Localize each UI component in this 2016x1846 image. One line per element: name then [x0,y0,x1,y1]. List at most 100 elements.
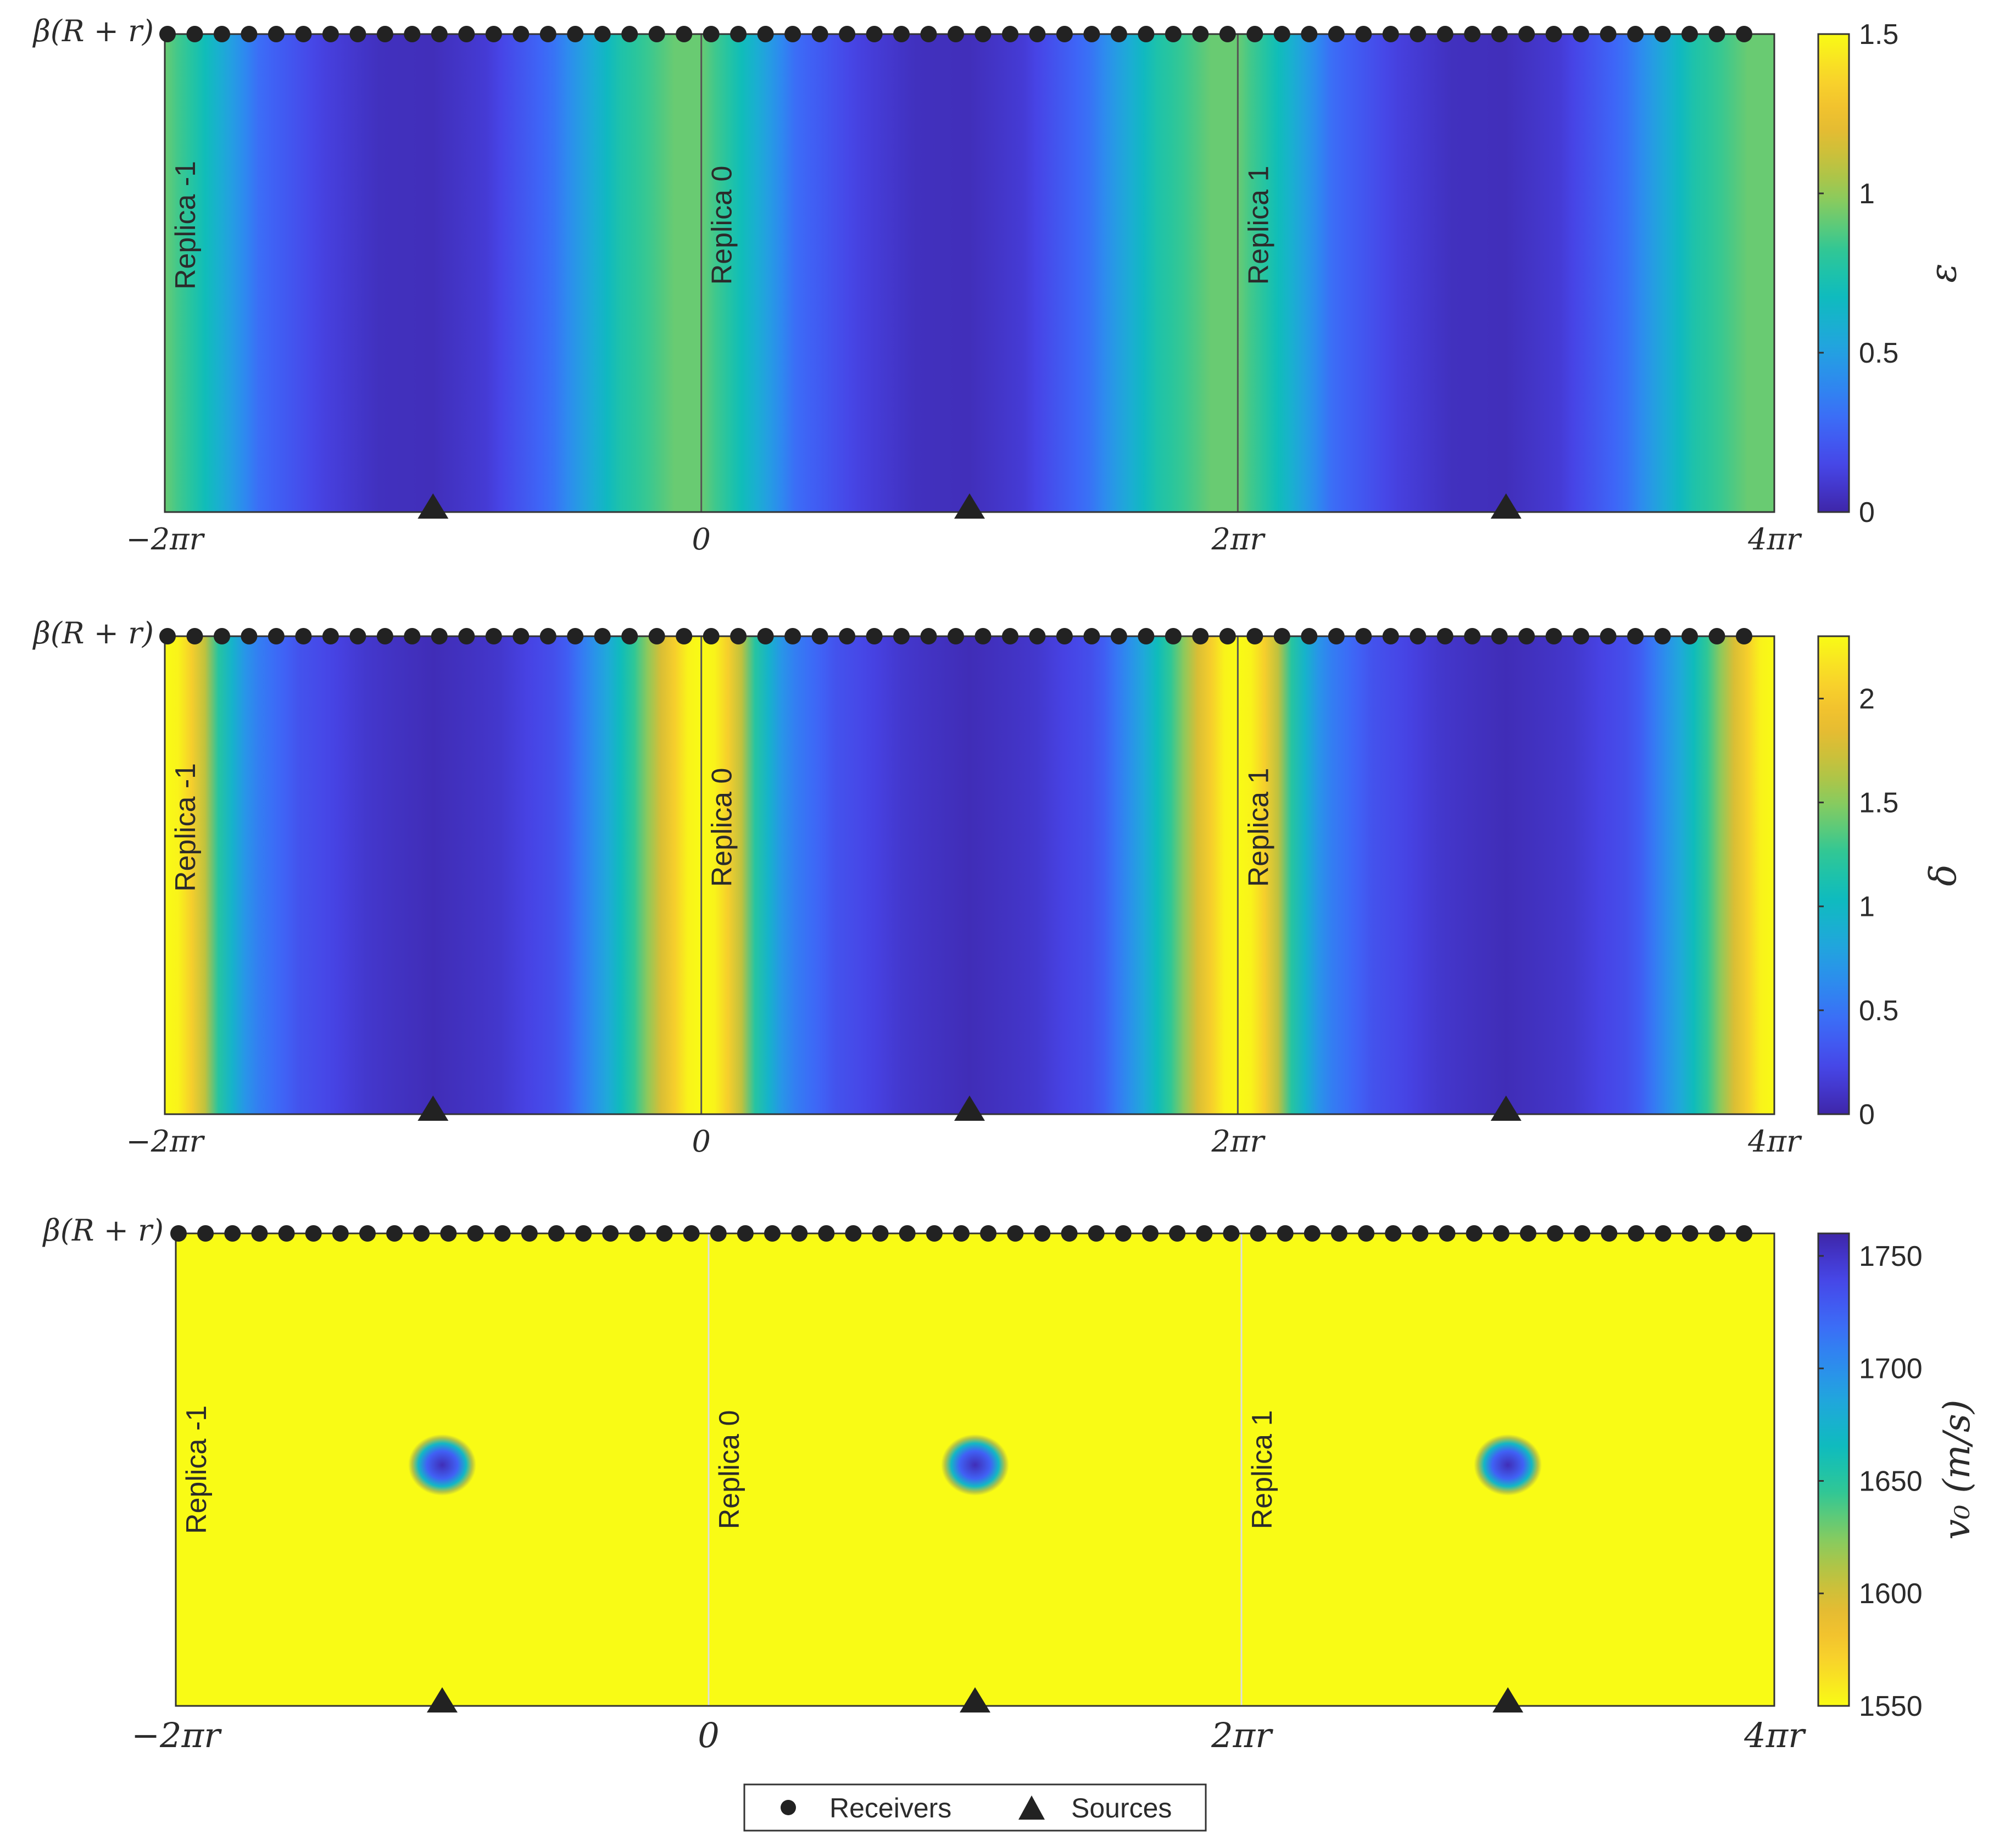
v0-replica-label: Replica 0 [714,1410,745,1530]
epsilon-receiver [1219,26,1236,42]
v0-receiver [197,1225,214,1242]
delta-source [417,1096,449,1121]
delta-receiver [621,628,638,644]
epsilon-colorbar-tick: 0.5 [1859,337,1898,369]
epsilon-receiver [648,26,665,42]
v0-receiver [656,1225,673,1242]
delta-receiver [1736,628,1752,644]
epsilon-receiver [811,26,828,42]
legend-sources-label: Sources [1071,1793,1172,1823]
delta-colorbar-tick: 2 [1859,683,1875,715]
delta-receiver [1355,628,1372,644]
v0-receiver [332,1225,349,1242]
epsilon-receiver [1627,26,1644,42]
v0-receiver [305,1225,322,1242]
v0-receiver [251,1225,268,1242]
epsilon-receiver [676,26,693,42]
v0-receiver [413,1225,430,1242]
v0-receiver [548,1225,565,1242]
v0-receiver [467,1225,484,1242]
legend-box [743,1783,1207,1832]
v0-colorbar [1817,1232,1850,1707]
v0-receiver [1142,1225,1159,1242]
v0-receiver [845,1225,862,1242]
v0-receiver [521,1225,538,1242]
v0-receiver [764,1225,781,1242]
v0-receiver [1466,1225,1483,1242]
v0-colorbar-tick: 1650 [1859,1465,1923,1497]
delta-receiver [513,628,530,644]
epsilon-receiver [1654,26,1671,42]
epsilon-receiver [349,26,366,42]
v0-receiver [980,1225,997,1242]
delta-receiver [784,628,801,644]
v0-receiver [1439,1225,1456,1242]
epsilon-receiver [1355,26,1372,42]
v0-replica-label: Replica -1 [181,1405,213,1534]
v0-receiver [494,1225,511,1242]
epsilon-receiver [1681,26,1698,42]
v0-receiver [1304,1225,1321,1242]
epsilon-receiver [1410,26,1427,42]
epsilon-receiver [920,26,937,42]
delta-field [165,636,1774,1114]
v0-receiver [1007,1225,1024,1242]
v0-receiver [575,1225,592,1242]
epsilon-receiver [1518,26,1535,42]
delta-receiver [1545,628,1562,644]
delta-receiver [431,628,448,644]
epsilon-receiver [621,26,638,42]
delta-x-tick: 0 [692,1124,710,1159]
v0-receiver [1574,1225,1591,1242]
epsilon-receiver [159,26,176,42]
v0-receiver [1655,1225,1672,1242]
epsilon-receiver [214,26,230,42]
delta-receiver [920,628,937,644]
delta-receiver [1382,628,1399,644]
epsilon-colorbar [1817,33,1850,513]
epsilon-receiver [1736,26,1752,42]
v0-receiver [1196,1225,1213,1242]
delta-receiver [1654,628,1671,644]
v0-receiver [1169,1225,1186,1242]
delta-receiver [1029,628,1046,644]
epsilon-source [954,493,985,519]
v0-receiver [1115,1225,1132,1242]
v0-receiver [1385,1225,1402,1242]
epsilon-receiver [1708,26,1725,42]
v0-receiver [386,1225,403,1242]
epsilon-receiver [1246,26,1263,42]
delta-receiver [866,628,883,644]
v0-receiver [629,1225,646,1242]
delta-receiver [268,628,285,644]
delta-replica-label: Replica -1 [170,763,202,892]
v0-source [427,1687,458,1712]
delta-receiver [1273,628,1290,644]
v0-receiver [1628,1225,1645,1242]
v0-low-velocity-anomaly [941,1434,1009,1496]
delta-receiver [458,628,475,644]
v0-x-tick: 0 [698,1715,719,1755]
v0-replica-label: Replica 1 [1246,1410,1278,1530]
v0-x-tick: 4πr [1744,1715,1806,1755]
v0-receiver [1277,1225,1294,1242]
legend-receivers-label: Receivers [829,1793,951,1823]
delta-receiver [567,628,584,644]
legend: Receivers Sources [743,1783,1207,1832]
delta-colorbar-tick: 0 [1859,1099,1875,1131]
v0-colorbar-tick: 1750 [1859,1241,1923,1272]
delta-receiver [404,628,421,644]
v0-receiver [1736,1225,1752,1242]
delta-colorbar-tick: 1.5 [1859,787,1898,819]
delta-receiver [241,628,258,644]
epsilon-receiver [757,26,774,42]
delta-receiver [839,628,856,644]
delta-receiver [1491,628,1508,644]
delta-receiver [1708,628,1725,644]
legend-source-marker [1018,1795,1045,1820]
epsilon-receiver [839,26,856,42]
v0-colorbar-tick: 1700 [1859,1353,1923,1385]
v0-x-tick: 2πr [1211,1715,1273,1755]
epsilon-receiver [268,26,285,42]
